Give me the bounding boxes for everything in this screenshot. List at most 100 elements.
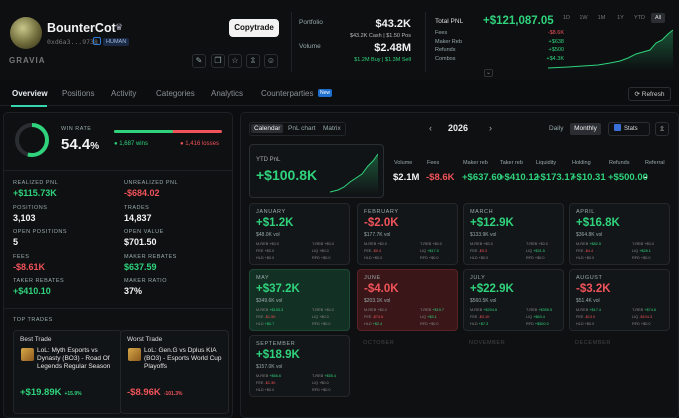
portfolio-label: Portfolio <box>299 19 323 26</box>
prev-year-icon[interactable]: ‹ <box>429 123 432 133</box>
market-icon <box>21 348 34 361</box>
month-name: FEBRUARY <box>364 209 399 215</box>
portfolio-value: $43.2K <box>375 18 411 30</box>
month-card-may[interactable]: MAY +$37.2K $349.6K vol M-REB +$153.3 T-REB … <box>249 269 350 331</box>
worst-trade-title: Worst Trade <box>127 336 163 343</box>
wins-count: ● 1,687 wins <box>114 141 148 147</box>
timeframe-1d[interactable]: 1D <box>562 15 571 21</box>
timeframe-ytd[interactable]: YTD <box>634 15 645 21</box>
segment-matrix[interactable]: Matrix <box>323 125 341 132</box>
month-detail-left: FEE +$0.0 <box>256 249 275 253</box>
month-card-september[interactable]: SEPTEMBER +$18.9K $157.0K vol M-REB +$66.6 T… <box>249 335 350 397</box>
pnl-row-value: -$8.6K <box>547 30 564 36</box>
expand-icon[interactable]: ⌄ <box>484 69 493 77</box>
timeframe-1y[interactable]: 1Y <box>617 15 624 21</box>
stat-value: 37% <box>124 286 143 296</box>
copytrade-button[interactable]: Copytrade <box>229 19 279 37</box>
stat-label: MAKER REBATES <box>124 253 177 260</box>
month-pnl: -$2.0K <box>364 217 399 229</box>
month-detail-right: T-REB +$74.6 <box>632 308 656 312</box>
month-detail-left: FEE -$0.4 <box>364 249 382 253</box>
month-detail-right: T-REB +$0.0 <box>632 242 654 246</box>
month-card-august[interactable]: AUGUST -$3.2K $51.4K vol M-REB +$17.4 T-REB … <box>569 269 670 331</box>
kpi-value: +$173.17 <box>535 172 575 183</box>
volume-label: Volume <box>299 43 321 50</box>
month-detail-right: T-REB +$0.0 <box>312 308 334 312</box>
best-trade-card[interactable]: Best Trade LoL: Myth Esports vs Dynasty … <box>13 330 122 414</box>
tab-activity[interactable]: Activity <box>111 89 137 98</box>
timeframe-1w[interactable]: 1W <box>579 15 588 21</box>
new-badge: New <box>318 89 333 97</box>
month-card-june[interactable]: JUNE -$4.0K $203.1K vol M-REB +$0.0 T-REB +$… <box>357 269 458 331</box>
stat-value: 5 <box>13 237 19 247</box>
total-pnl-value: +$121,087.05 <box>483 15 554 27</box>
month-detail-left: M-REB +$0.0 <box>364 242 387 246</box>
month-detail-left: FEE -$3.3 <box>470 249 488 253</box>
edit-icon[interactable]: ✎ <box>192 54 206 68</box>
month-name: MARCH <box>470 209 494 215</box>
share-icon[interactable]: ⇫ <box>655 122 669 136</box>
next-year-icon[interactable]: › <box>489 123 492 133</box>
copy-icon[interactable]: ❐ <box>211 54 225 68</box>
stat-value: -$684.02 <box>124 188 160 198</box>
month-name: AUGUST <box>576 275 603 281</box>
winrate-value: 54.4% <box>61 136 99 153</box>
star-icon[interactable]: ☆ <box>228 54 242 68</box>
month-detail-right: T-REB +$0.0 <box>526 242 548 246</box>
month-card-april[interactable]: APRIL +$16.8K $364.8K vol M-REB +$82.5 T-REB… <box>569 203 670 265</box>
kpi-label: Volume <box>394 160 413 166</box>
tab-analytics[interactable]: Analytics <box>211 89 244 98</box>
stat-label: FEES <box>13 253 30 260</box>
timeframe-all[interactable]: All <box>651 13 665 23</box>
kpi-label: Refunds <box>609 160 630 166</box>
pnl-row-label: Fees <box>435 30 448 36</box>
month-detail-right: LIQ +$28.1 <box>632 249 651 253</box>
segment-pnl-chart[interactable]: PnL chart <box>288 125 316 132</box>
pnl-sparkline <box>548 29 673 70</box>
month-detail-left: FEE -$13.0 <box>576 315 596 319</box>
month-detail-right: RFD +$0.0 <box>312 322 331 326</box>
month-pnl: +$22.9K <box>470 283 514 295</box>
tab-positions[interactable]: Positions <box>62 89 95 98</box>
pnl-row-label: Combos <box>435 55 456 62</box>
worst-trade-card[interactable]: Worst Trade LoL: Gen.G vs Dplus KIA (BO3… <box>120 330 229 414</box>
copy-address-icon[interactable] <box>93 37 101 45</box>
stat-label: REALIZED PNL <box>13 180 59 186</box>
daily-toggle[interactable]: Daily <box>549 125 564 132</box>
month-card-october: OCTOBER <box>357 335 458 397</box>
month-detail-left: HLD +$2.4 <box>364 322 383 326</box>
refresh-button[interactable]: ⟳ Refresh <box>628 87 671 101</box>
pnl-row-value: +$4.3K <box>546 55 564 62</box>
month-card-july[interactable]: JULY +$22.9K $560.5K vol M-REB +$204.6 T-REB… <box>463 269 564 331</box>
month-name: JANUARY <box>256 209 286 215</box>
month-name: JULY <box>470 275 486 281</box>
month-card-march[interactable]: MARCH +$12.9K $133.9K vol M-REB +$0.0 T-REB … <box>463 203 564 265</box>
tab-categories[interactable]: Categories <box>156 89 195 98</box>
worst-trade-pct: -101.3% <box>163 391 183 397</box>
month-detail-left: FEE -$1.5K <box>256 315 276 319</box>
month-volume: $51.4K vol <box>576 298 600 304</box>
tab-overview[interactable]: Overview <box>12 89 48 98</box>
month-pnl: +$37.2K <box>256 283 300 295</box>
segment-calendar[interactable]: Calendar <box>251 124 284 133</box>
kpi-label: Referral <box>645 160 665 166</box>
active-tab-indicator <box>11 105 47 107</box>
month-volume: $349.6K vol <box>256 298 283 304</box>
share-icon[interactable]: ⇫ <box>246 54 260 68</box>
pnl-row-value: +$500 <box>548 47 564 53</box>
timeframe-1m[interactable]: 1M <box>597 15 606 21</box>
month-card-february[interactable]: FEBRUARY -$2.0K $177.7K vol M-REB +$0.0 T-RE… <box>357 203 458 265</box>
refresh-icon: ⟳ <box>634 91 642 98</box>
month-name: APRIL <box>576 209 595 215</box>
month-detail-right: RFD +$0.0 <box>632 256 651 260</box>
month-pnl: -$3.2K <box>576 283 611 295</box>
kpi-value: +$10.31 <box>571 172 606 183</box>
best-trade-pct: +15.9% <box>64 391 82 397</box>
month-card-january[interactable]: JANUARY +$1.2K $48.0K vol M-REB +$0.0 T-REB … <box>249 203 350 265</box>
monthly-toggle[interactable]: Monthly <box>570 123 601 135</box>
stat-label: POSITIONS <box>13 204 48 211</box>
stats-button[interactable]: Stats <box>608 122 650 136</box>
month-detail-left: HLD +$0.0 <box>470 256 489 260</box>
follow-user-icon[interactable]: ☺ <box>264 54 278 68</box>
tab-counterparties[interactable]: Counterparties <box>261 89 314 98</box>
